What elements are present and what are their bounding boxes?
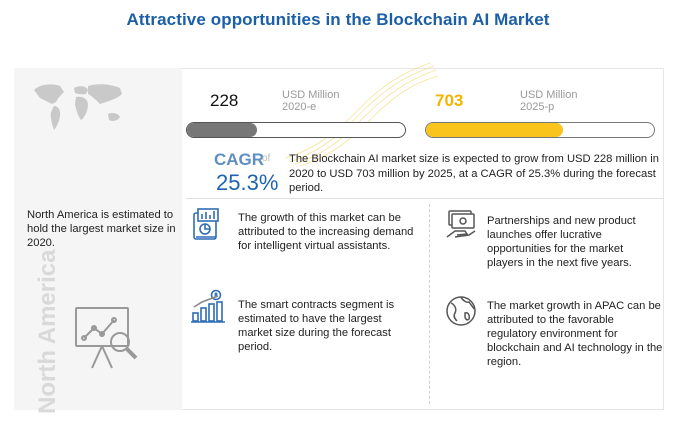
cagr-value: 25.3% [216,170,279,195]
region-statement: North America is estimated to hold the l… [27,209,176,249]
globe-icon [446,296,476,326]
insight-smart-contracts: The smart contracts segment is estimated… [238,299,395,353]
region-vertical-label: North America [34,249,61,414]
divider [186,198,664,199]
stat-2025-unit: USD Million 2025-p [520,89,577,113]
analytics-device-icon [193,208,219,240]
region-panel: North America is estimated to hold the l… [14,68,182,414]
insight-partnerships: Partnerships and new product launches of… [487,215,636,269]
page-title: Attractive opportunities in the Blockcha… [126,10,550,29]
stat-2025-unit-year: 2025-p [520,101,555,113]
stat-2025-bar-fill [426,123,563,137]
world-map-icon [34,84,122,130]
cagr-description: The Blockchain AI market size is expecte… [289,153,659,194]
presentation-magnifier-icon [75,307,138,369]
stat-2020-unit-currency: USD Million [282,89,340,101]
insight-apac: The market growth in APAC can be attribu… [487,300,663,368]
stat-2020-unit: USD Million 2020-e [282,89,339,113]
cagr-label: CAGR [214,150,265,169]
stat-2020-value: 228 [210,91,239,110]
insight-growth: The growth of this market can be attribu… [238,212,414,252]
stat-2025-unit-currency: USD Million [520,89,578,101]
bar-growth-icon [191,289,225,323]
stat-2025-value: 703 [435,91,464,110]
decorative-swirl [284,62,439,167]
stat-2025-bar [425,122,655,138]
column-divider [429,204,430,404]
money-hand-icon [446,210,476,238]
stat-2020-bar [186,122,406,138]
stat-2020-unit-year: 2020-e [282,101,317,113]
stat-2020-bar-fill [187,123,257,137]
cagr-of: of [262,153,271,164]
